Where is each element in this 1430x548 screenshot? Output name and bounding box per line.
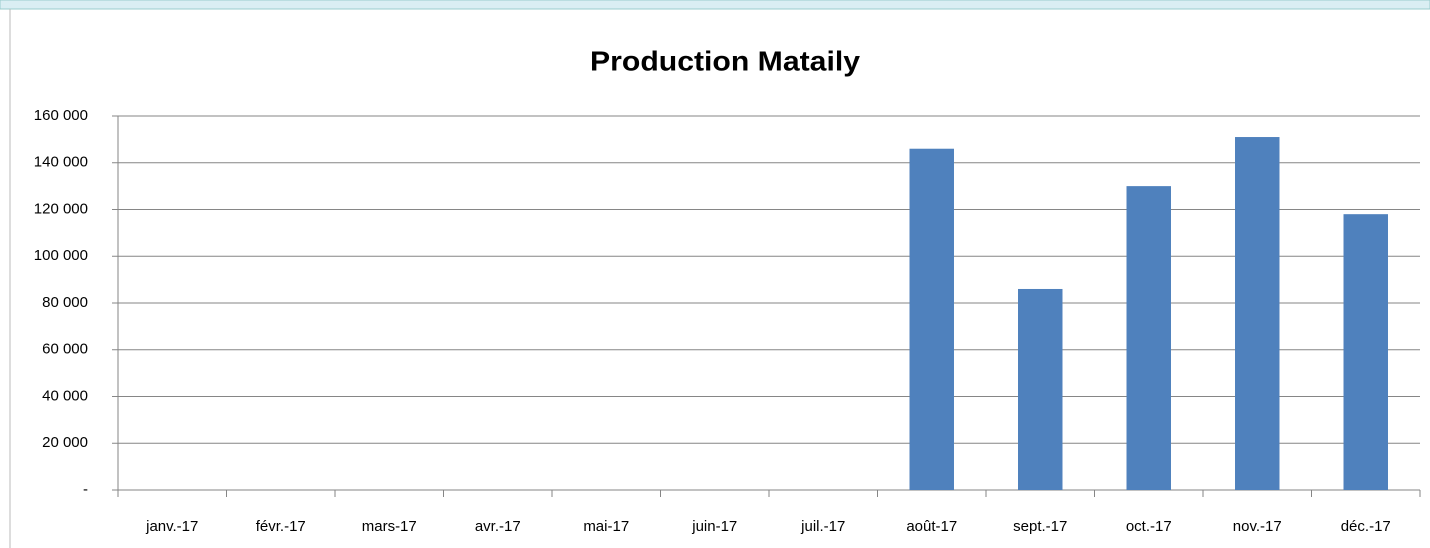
x-tick-label: déc.-17: [1341, 518, 1391, 535]
top-strip: [0, 0, 1430, 10]
y-tick-label: 100 000: [34, 247, 88, 264]
bar: [1126, 186, 1171, 490]
bar: [1018, 288, 1063, 490]
x-tick-label: avr.-17: [475, 518, 521, 535]
x-tick-label: juil.-17: [800, 518, 845, 535]
x-tick-label: févr.-17: [256, 518, 306, 535]
y-tick-label: -: [83, 481, 88, 498]
y-tick-label: 20 000: [42, 434, 88, 451]
y-tick-label: 160 000: [34, 107, 88, 124]
chart-title: Production Mataily: [590, 45, 860, 76]
bar: [1235, 137, 1280, 490]
x-tick-label: juin-17: [691, 518, 737, 535]
x-tick-label: août-17: [906, 518, 957, 535]
y-tick-label: 120 000: [34, 200, 88, 217]
x-tick-label: janv.-17: [145, 518, 198, 535]
x-tick-label: mai-17: [583, 518, 629, 535]
bar: [1343, 214, 1388, 491]
x-tick-label: oct.-17: [1126, 518, 1172, 535]
x-tick-label: sept.-17: [1013, 518, 1067, 535]
x-tick-label: nov.-17: [1233, 518, 1282, 535]
bar: [909, 148, 954, 490]
y-tick-label: 80 000: [42, 294, 88, 311]
y-tick-label: 140 000: [34, 154, 88, 171]
y-tick-label: 60 000: [42, 341, 88, 358]
y-tick-label: 40 000: [42, 387, 88, 404]
x-tick-label: mars-17: [362, 518, 417, 535]
